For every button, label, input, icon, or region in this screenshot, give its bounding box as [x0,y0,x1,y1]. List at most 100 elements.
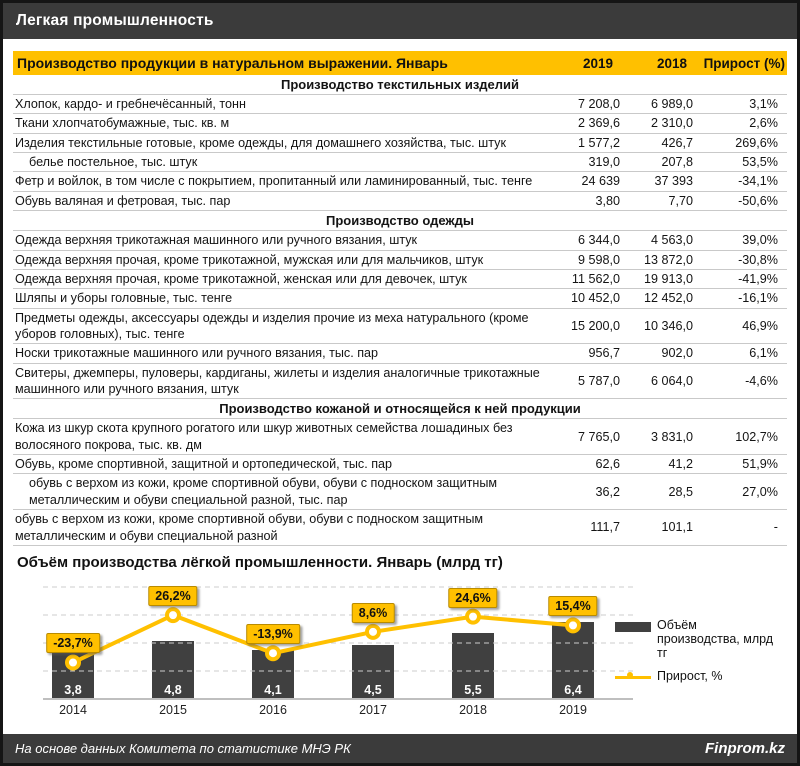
value-2018: 12 452,0 [643,291,693,306]
value-2018: 101,1 [661,520,693,535]
value-2018: 902,0 [661,346,693,361]
value-2019: 111,7 [590,520,620,535]
growth-label-2017: 8,6% [351,602,395,623]
value-growth: -16,1% [738,291,778,306]
value-growth: 51,9% [742,457,778,472]
growth-label-2018: 24,6% [448,587,498,608]
table-row: обувь с верхом из кожи, кроме спортивной… [13,474,787,511]
value-growth: -41,9% [738,271,778,286]
table-section-header: Производство кожаной и относящейся к ней… [13,399,787,420]
page-title: Легкая промышленность [16,12,214,29]
value-2019: 1 577,2 [577,135,620,150]
chart-section: Объём производства лёгкой промышленности… [13,552,787,730]
source-note: На основе данных Комитета по статистике … [15,741,351,756]
bar-2019: 6,4 [552,622,594,699]
bar-2017: 4,5 [352,644,394,699]
line-marker-2014 [65,654,81,671]
window-title-bar: Легкая промышленность [3,3,797,39]
table-row: обувь с верхом из кожи, кроме спортивной… [13,510,787,546]
table-row: белье постельное, тыс. штук 319,0 207,8 53,… [13,153,787,173]
bar-value-label: 3,8 [64,682,82,697]
value-growth: 2,6% [749,116,778,131]
value-2018: 10 346,0 [643,318,693,333]
line-marker-2019 [565,617,581,634]
value-2019: 3,80 [595,193,620,208]
row-label: Одежда верхняя прочая, кроме трикотажной… [15,252,484,267]
table-row: Фетр и войлок, в том числе с покрытием, … [13,172,787,192]
legend-item-growth: Прирост, % [615,669,783,684]
value-growth: -34,1% [738,174,778,189]
chart-title: Объём производства лёгкой промышленности… [17,553,503,571]
value-growth: - [773,520,778,535]
value-2019: 319,0 [588,155,620,170]
column-header-growth: Прирост (%) [703,55,785,71]
bar-value-label: 4,8 [164,682,182,697]
chart-canvas [43,586,633,700]
row-label: Одежда верхняя прочая, кроме трикотажной… [15,271,467,286]
x-axis-label-2018: 2018 [459,702,487,717]
column-header-2019: 2019 [582,55,613,71]
value-2018: 207,8 [661,155,693,170]
legend-label-growth: Прирост, % [657,668,723,683]
value-2018: 6 064,0 [650,373,693,388]
table-row: Ткани хлопчатобумажные, тыс. кв. м 2 369,… [13,114,787,134]
value-growth: 53,5% [742,155,778,170]
value-2019: 36,2 [595,484,620,499]
row-label: Шляпы и уборы головные, тыс. тенге [15,291,233,306]
value-2019: 24 639 [581,174,620,189]
value-2019: 5 787,0 [577,373,620,388]
row-label: Хлопок, кардо- и гребнечёсанный, тонн [15,97,246,111]
line-swatch-icon [615,670,651,684]
value-2019: 6 344,0 [577,233,620,248]
value-growth: 102,7% [735,429,778,444]
value-growth: -4,6% [745,373,778,388]
bar-value-label: 5,5 [464,682,482,697]
legend-item-volume: Объём производства, млрд тг [615,618,783,660]
table-row: Свитеры, джемперы, пуловеры, кардиганы, … [13,364,787,400]
value-growth: -30,8% [738,252,778,267]
row-label: Ткани хлопчатобумажные, тыс. кв. м [15,116,230,131]
value-growth: 39,0% [742,233,778,248]
table-row: Одежда верхняя прочая, кроме трикотажной… [13,251,787,270]
column-header-2018: 2018 [656,55,687,71]
row-label: Обувь, кроме спортивной, защитной и орто… [15,457,393,472]
value-growth: 46,9% [742,318,778,333]
value-2019: 9 598,0 [577,252,620,267]
value-growth: 269,6% [735,135,778,150]
row-label: Изделия текстильные готовые, кроме одежд… [15,135,506,150]
growth-label-2016: -13,9% [246,624,300,645]
legend-label-volume: Объём производства, млрд тг [657,617,774,660]
line-marker-2018 [465,608,481,625]
value-2019: 7 208,0 [577,97,620,111]
table-row: Носки трикотажные машинного или ручного … [13,344,787,364]
row-label: Обувь валяная и фетровая, тыс. пар [15,193,231,208]
line-marker-2017 [365,623,381,640]
row-label: Свитеры, джемперы, пуловеры, кардиганы, … [15,365,540,397]
growth-label-2014: -23,7% [46,633,100,654]
table-section-header: Производство текстильных изделий [13,75,787,95]
value-growth: 6,1% [749,346,778,361]
row-label: Предметы одежды, аксессуары одежды и изд… [15,310,529,341]
x-axis-label-2017: 2017 [359,702,387,717]
table-row: Шляпы и уборы головные, тыс. тенге 10 452… [13,289,787,309]
growth-line [72,612,574,665]
bar-value-label: 4,1 [264,682,282,697]
value-2018: 426,7 [661,135,693,150]
row-label: обувь с верхом из кожи, кроме спортивной… [29,476,498,507]
value-2018: 3 831,0 [650,429,693,444]
table-section-header: Производство одежды [13,211,787,232]
row-label: Фетр и войлок, в том числе с покрытием, … [15,174,533,189]
data-table: Производство текстильных изделий Хлопок, … [13,75,787,546]
table-row: Одежда верхняя трикотажная машинного или… [13,231,787,251]
value-2018: 19 913,0 [643,271,693,286]
table-header-row: Производство продукции в натуральном выр… [13,51,787,75]
row-label: обувь с верхом из кожи, кроме спортивной… [15,512,484,543]
table-row: Обувь, кроме спортивной, защитной и орто… [13,455,787,475]
row-label: белье постельное, тыс. штук [29,155,198,170]
value-2019: 956,7 [588,346,620,361]
row-label: Носки трикотажные машинного или ручного … [15,346,379,361]
value-2019: 11 562,0 [571,271,620,286]
bar-value-label: 6,4 [564,682,582,697]
bar-2015: 4,8 [152,641,194,699]
